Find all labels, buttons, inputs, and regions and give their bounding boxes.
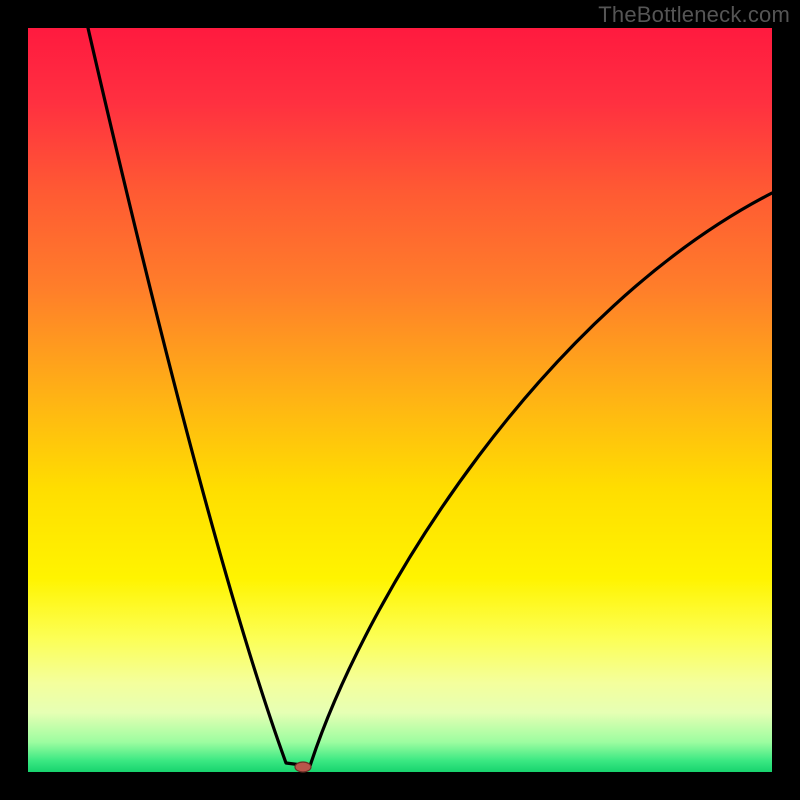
chart-svg: [28, 28, 772, 772]
notch-marker: [295, 762, 311, 772]
plot-area: [28, 28, 772, 772]
watermark-text: TheBottleneck.com: [598, 2, 790, 28]
chart-frame: TheBottleneck.com: [0, 0, 800, 800]
gradient-background: [28, 28, 772, 772]
